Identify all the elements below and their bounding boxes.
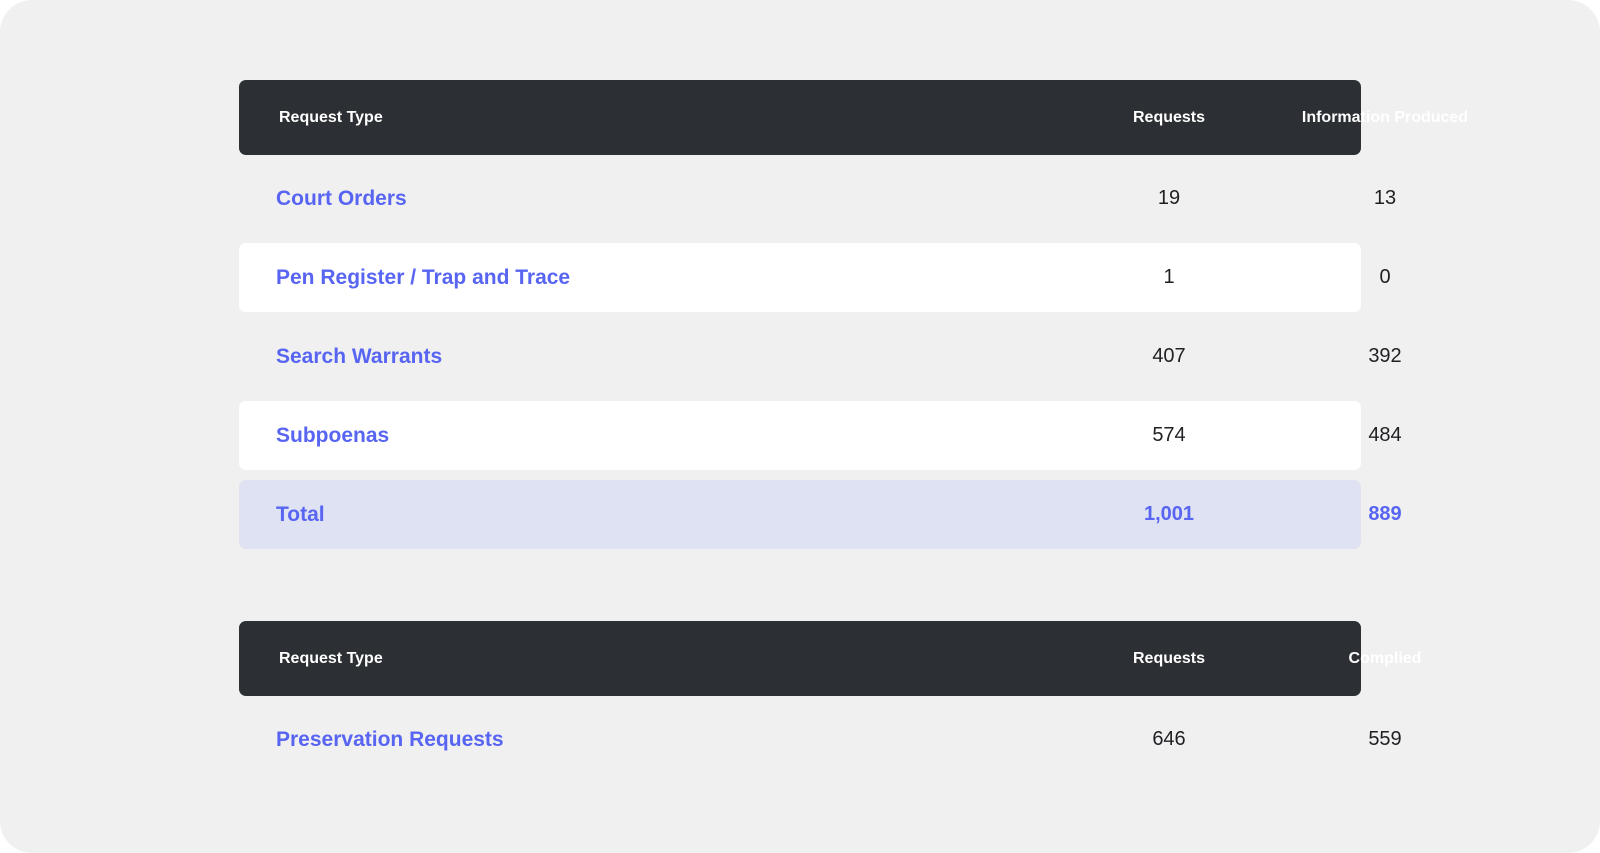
header-request-type: Request Type [279, 108, 383, 126]
header-requests: Requests [1132, 649, 1206, 667]
header-information-produced: Information Produced [1301, 108, 1469, 126]
table-row: Pen Register / Trap and Trace 1 0 [239, 243, 1391, 312]
requests-value: 646 [1152, 728, 1186, 750]
produced-value: 484 [1368, 424, 1402, 446]
produced-value: 0 [1379, 266, 1391, 288]
produced-value: 392 [1368, 345, 1402, 367]
requests-value: 1 [1163, 266, 1175, 288]
table-row: Search Warrants 407 392 [239, 322, 1402, 391]
requests-value: 407 [1152, 345, 1186, 367]
produced-value: 13 [1373, 187, 1397, 209]
table-row: Court Orders 19 13 [239, 164, 1396, 233]
header-requests: Requests [1132, 108, 1206, 126]
row-label: Pen Register / Trap and Trace [276, 265, 571, 289]
row-label: Preservation Requests [276, 727, 504, 751]
total-row: Total 1,001 889 [239, 480, 1402, 549]
legal-requests-table: Request Type Requests Information Produc… [239, 80, 1468, 559]
table-row: Preservation Requests 646 559 [239, 705, 1402, 774]
table-header: Request Type Requests Complied [239, 621, 1421, 696]
row-label: Search Warrants [276, 344, 443, 368]
preservation-requests-table: Request Type Requests Complied Preservat… [239, 621, 1421, 784]
requests-value: 574 [1152, 424, 1186, 446]
total-label: Total [276, 502, 325, 526]
total-produced-value: 889 [1368, 503, 1402, 525]
table-row: Subpoenas 574 484 [239, 401, 1402, 470]
complied-value: 559 [1368, 728, 1402, 750]
table-header: Request Type Requests Information Produc… [239, 80, 1468, 155]
header-complied: Complied [1348, 649, 1422, 667]
row-label: Subpoenas [276, 423, 390, 447]
row-label: Court Orders [276, 186, 407, 210]
header-request-type: Request Type [279, 649, 383, 667]
total-requests-value: 1,001 [1143, 503, 1195, 525]
requests-value: 19 [1157, 187, 1181, 209]
